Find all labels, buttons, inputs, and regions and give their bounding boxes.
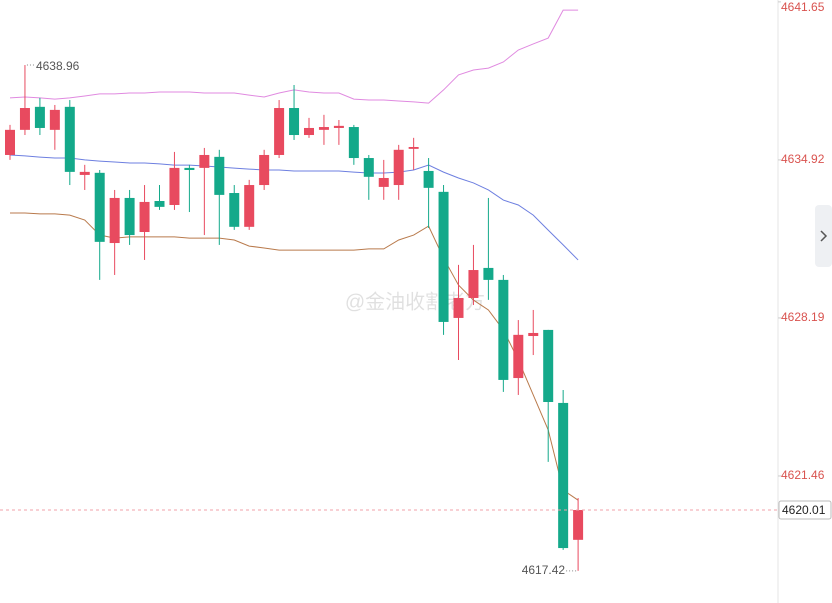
- high-label: 4638.96: [36, 59, 80, 73]
- candle: [49, 104, 60, 150]
- candle: [109, 189, 120, 275]
- candle: [139, 185, 150, 260]
- candle: [378, 159, 389, 200]
- candle-body: [304, 127, 314, 136]
- candle: [304, 117, 314, 138]
- candle-body: [94, 172, 105, 242]
- side-tab-arrow[interactable]: [820, 230, 828, 242]
- y-tick-label: 4634.92: [781, 152, 825, 166]
- candle-body: [64, 106, 75, 172]
- candle: [274, 100, 285, 159]
- candle-body: [124, 197, 135, 236]
- candle: [79, 164, 90, 190]
- candle-body: [318, 127, 329, 130]
- candle-body: [139, 201, 150, 232]
- candle: [19, 65, 30, 136]
- candle: [318, 114, 329, 145]
- candle-body: [468, 270, 479, 298]
- candle: [5, 124, 15, 160]
- candle: [289, 85, 300, 140]
- candle-body: [34, 106, 45, 128]
- candle: [348, 124, 359, 165]
- candle: [393, 144, 404, 200]
- band-lower: [10, 212, 579, 501]
- candle: [438, 185, 449, 335]
- side-tab-bg[interactable]: [815, 205, 832, 267]
- y-tick-label: 4628.19: [781, 310, 825, 324]
- candle-body: [214, 156, 225, 195]
- candle-body: [378, 177, 389, 187]
- candle: [468, 244, 479, 306]
- candle-body: [513, 334, 524, 379]
- candle: [229, 185, 240, 230]
- candle-body: [199, 154, 210, 168]
- candle: [408, 137, 419, 171]
- candle-body: [229, 193, 240, 227]
- low-label: 4617.42: [522, 563, 566, 577]
- candle-body: [154, 201, 165, 207]
- y-tick-label: 4621.46: [781, 468, 825, 482]
- candle-body: [49, 109, 60, 130]
- candle: [214, 149, 225, 245]
- candle: [244, 179, 255, 230]
- candle-body: [5, 129, 15, 155]
- candle: [34, 97, 45, 136]
- candle-body: [498, 279, 509, 380]
- candle: [199, 147, 210, 236]
- candle-body: [289, 108, 300, 136]
- candle: [363, 154, 374, 200]
- candle: [543, 329, 554, 462]
- candle: [64, 100, 75, 186]
- candle: [528, 309, 539, 356]
- candle-body: [558, 402, 569, 549]
- candle-body: [393, 149, 404, 186]
- candle-body: [19, 108, 30, 130]
- candle: [453, 264, 464, 360]
- candle: [498, 274, 509, 392]
- candle: [94, 170, 105, 280]
- candle-body: [169, 167, 180, 205]
- candle: [333, 119, 344, 145]
- watermark: @金油收割老方: [345, 290, 485, 313]
- candle: [573, 498, 584, 571]
- candle-body: [79, 171, 90, 175]
- candle-body: [109, 197, 120, 244]
- candle: [169, 151, 180, 210]
- candle-body: [259, 154, 270, 186]
- band-middle: [9, 154, 579, 261]
- candle-body: [483, 267, 494, 280]
- candle-body: [244, 185, 255, 227]
- candle-body: [573, 510, 584, 540]
- candle-body: [408, 146, 419, 149]
- candle-body: [274, 108, 285, 155]
- candle: [558, 390, 569, 550]
- candle-body: [333, 125, 344, 128]
- candle-body: [453, 297, 464, 318]
- candle: [154, 185, 165, 210]
- candle-body: [438, 191, 449, 322]
- candle-body: [348, 127, 359, 159]
- price-label: 4620.01: [782, 503, 826, 517]
- candle: [124, 189, 135, 245]
- price-box: [778, 500, 832, 520]
- candle-body: [423, 170, 434, 188]
- candle-body: [528, 332, 539, 337]
- candle-body: [543, 329, 554, 402]
- candle: [259, 149, 270, 190]
- y-tick-label: 4641.65: [781, 0, 825, 14]
- candle: [513, 320, 524, 395]
- side-tab[interactable]: [815, 205, 832, 267]
- candle-body: [363, 158, 374, 177]
- candle-body: [184, 167, 195, 171]
- candle: [483, 197, 494, 300]
- candle: [423, 158, 434, 229]
- candle: [184, 164, 195, 213]
